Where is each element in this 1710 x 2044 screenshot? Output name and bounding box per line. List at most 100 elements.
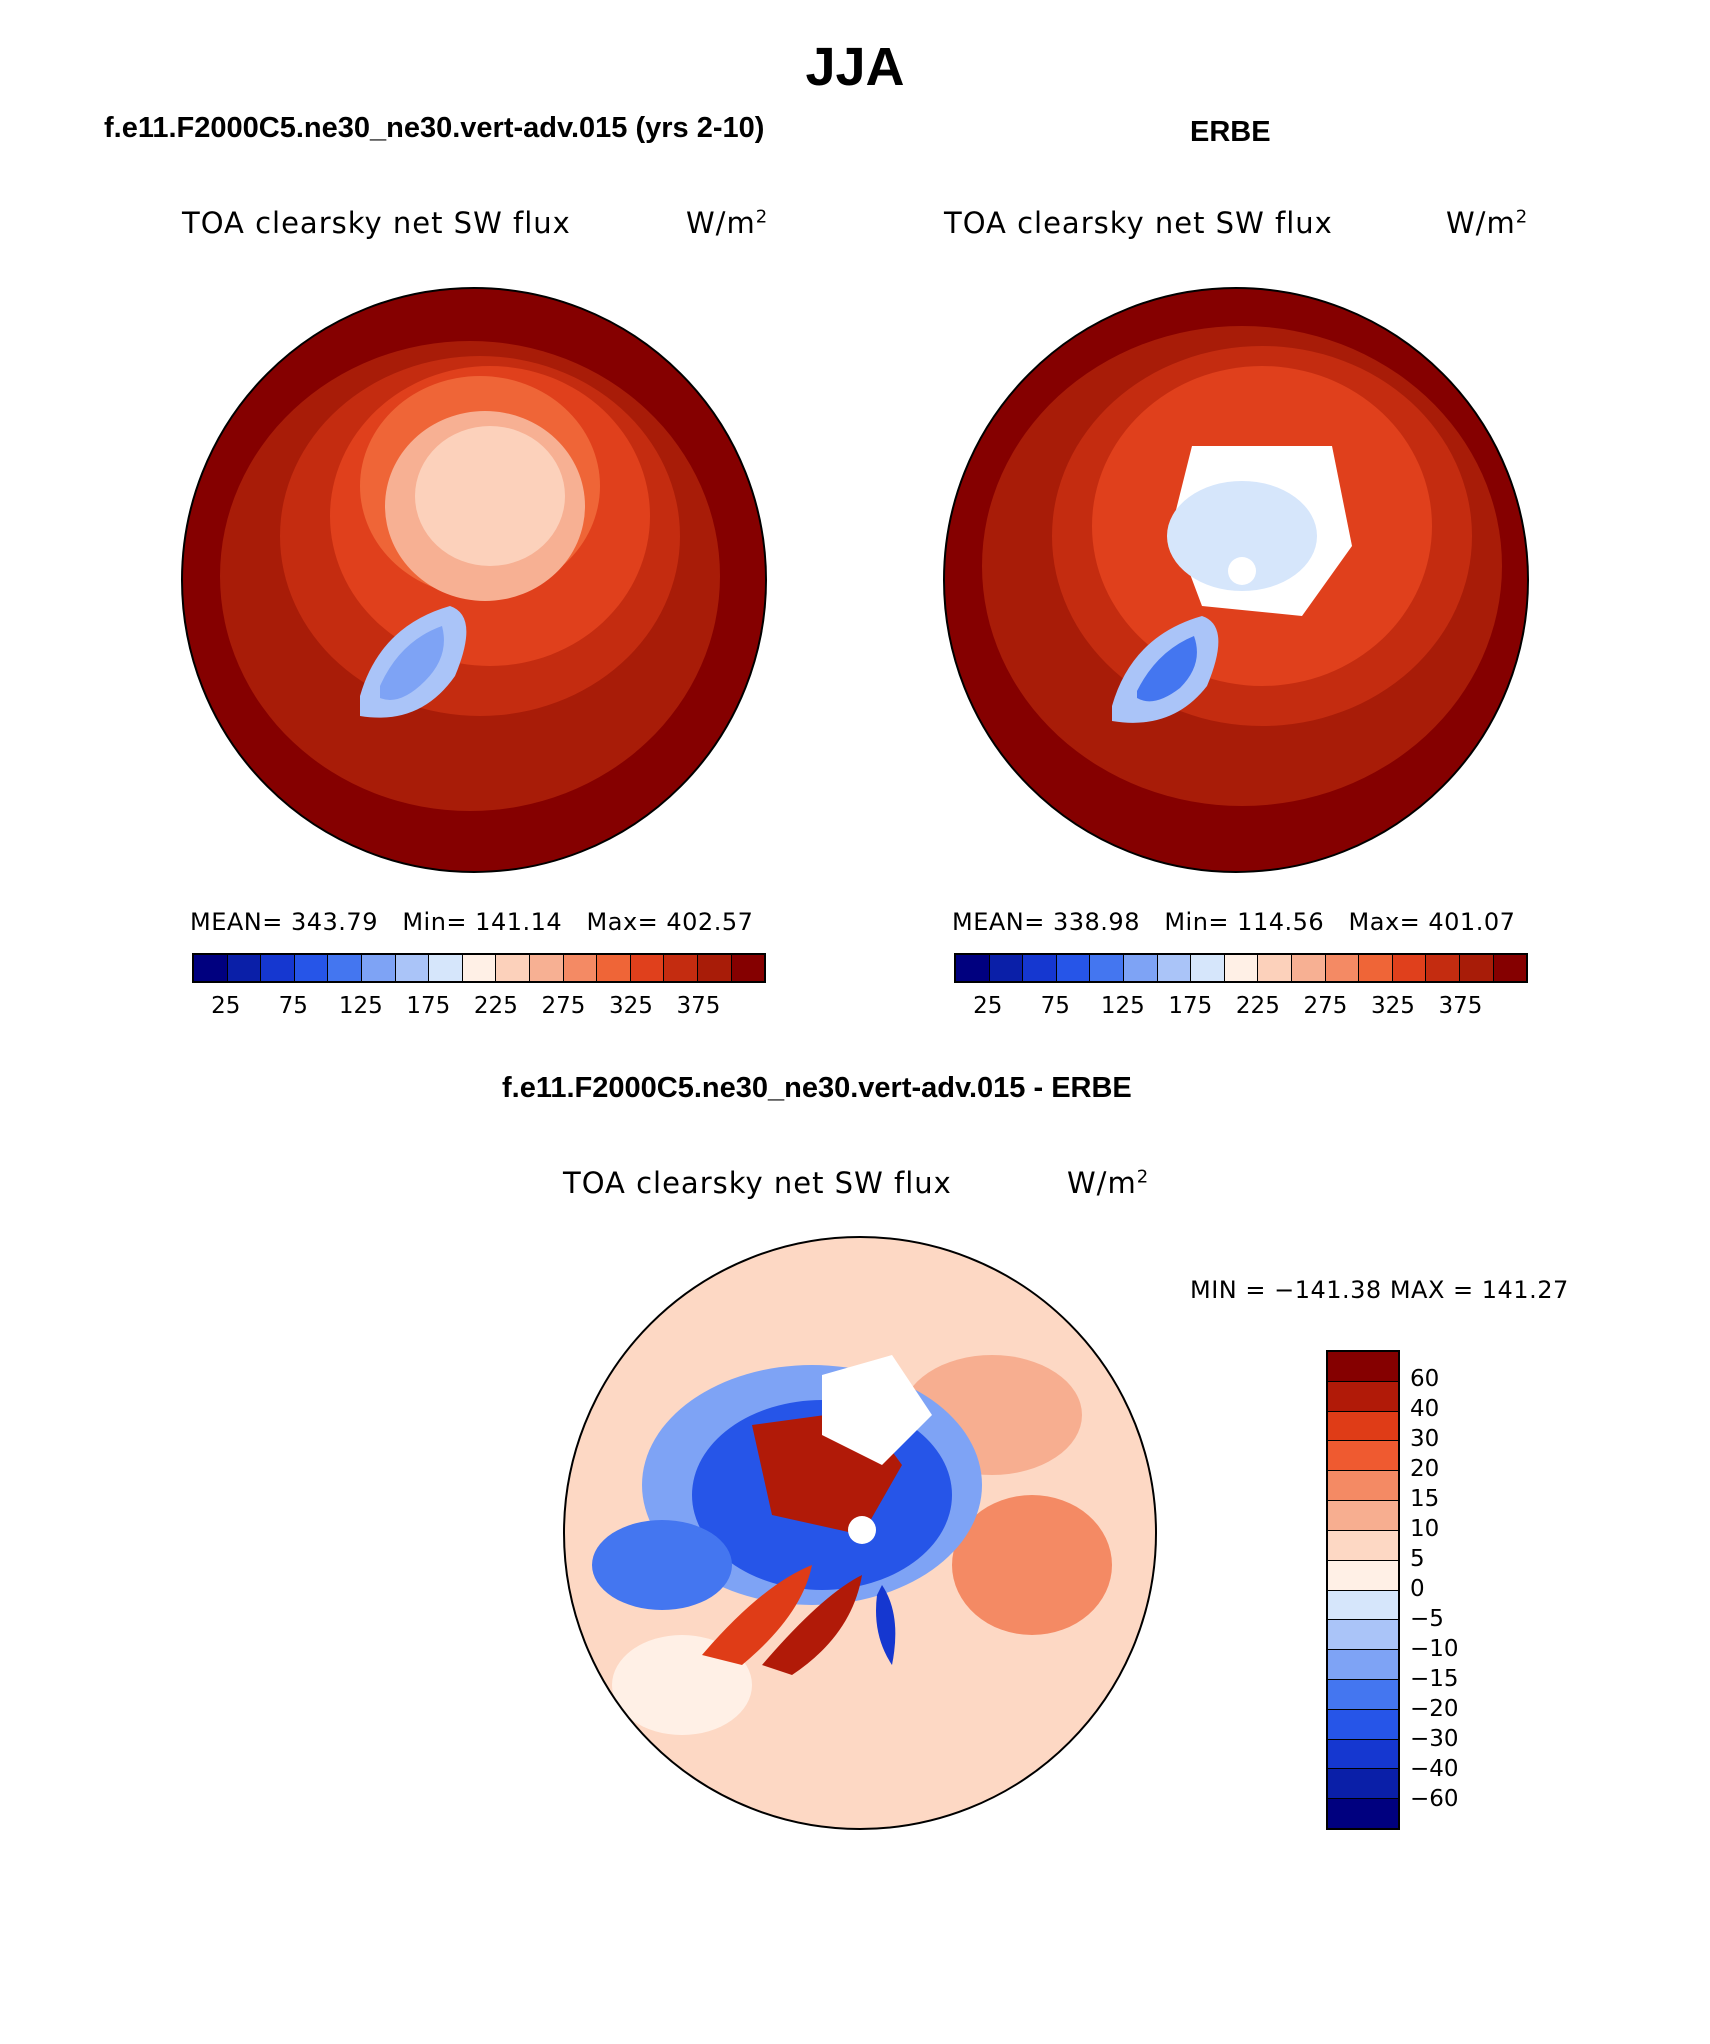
left-colorbar-swatch [294,955,329,981]
diff-colorbar-tick-label: 15 [1410,1486,1440,1512]
diff-colorbar-tick-label: −60 [1410,1786,1459,1812]
diff-colorbar-tick-label: 40 [1410,1396,1440,1422]
right-colorbar-swatch [1191,955,1225,981]
right-colorbar-tick-label: 175 [1168,993,1213,1019]
left-colorbar-swatch [630,955,665,981]
right-plot-title: TOA clearsky net SW flux [944,206,1333,240]
left-colorbar-swatch [563,955,598,981]
diff-colorbar [1326,1350,1400,1830]
right-colorbar-tick-label: 375 [1438,993,1483,1019]
diff-colorbar-swatch [1328,1560,1398,1591]
left-colorbar-tick-label: 125 [338,993,383,1019]
diff-colorbar-tick-label: 10 [1410,1516,1440,1542]
right-stats: MEAN= 338.98 Min= 114.56 Max= 401.07 [952,908,1516,936]
right-colorbar-tick-label: 75 [1040,993,1070,1019]
right-colorbar-swatch [1459,955,1494,981]
right-colorbar-swatch [1359,955,1393,981]
left-colorbar-swatch [395,955,430,981]
diff-colorbar-swatch [1328,1501,1398,1531]
right-colorbar-swatch [1493,955,1527,981]
diff-colorbar-tick-label: −40 [1410,1756,1459,1782]
right-colorbar-tick-label: 125 [1100,993,1145,1019]
right-colorbar-swatch [1426,955,1460,981]
diff-colorbar-swatch [1328,1381,1398,1412]
left-case-title: f.e11.F2000C5.ne30_ne30.vert-adv.015 (yr… [104,112,765,144]
diff-colorbar-tick-label: −15 [1410,1666,1459,1692]
right-colorbar-swatch [1224,955,1259,981]
diff-colorbar-swatch [1328,1679,1398,1710]
right-colorbar-swatch [1090,955,1124,981]
left-colorbar-swatch [462,955,497,981]
diff-polar-map [563,1236,1157,1830]
diff-colorbar-tick-label: 30 [1410,1426,1440,1452]
left-colorbar-swatch [328,955,362,981]
diff-colorbar-swatch [1328,1530,1398,1561]
right-colorbar-swatch [1392,955,1427,981]
diff-colorbar-swatch [1328,1471,1398,1502]
diff-colorbar-tick-label: −30 [1410,1726,1459,1752]
diff-colorbar-tick-label: −10 [1410,1636,1459,1662]
left-colorbar-swatch [731,955,765,981]
left-colorbar-tick-label: 275 [541,993,586,1019]
right-colorbar-swatch [1023,955,1057,981]
left-colorbar-swatch [496,955,530,981]
left-colorbar-swatch [597,955,631,981]
right-colorbar-swatch [989,955,1024,981]
right-colorbar [954,953,1528,983]
right-case-title: ERBE [1190,116,1271,148]
left-colorbar-tick-label: 25 [211,993,241,1019]
left-colorbar-tick-label: 175 [406,993,451,1019]
diff-colorbar-tick-label: 0 [1410,1576,1425,1602]
right-colorbar-swatch [1157,955,1192,981]
right-colorbar-swatch [1258,955,1292,981]
right-colorbar-swatch [1123,955,1158,981]
diff-colorbar-swatch [1328,1441,1398,1472]
diff-plot-title: TOA clearsky net SW flux [563,1166,952,1200]
diff-colorbar-swatch [1328,1352,1398,1382]
left-colorbar-tick-label: 375 [676,993,721,1019]
diff-colorbar-swatch [1328,1411,1398,1442]
right-colorbar-swatch [1056,955,1091,981]
diff-colorbar-swatch [1328,1739,1398,1770]
left-colorbar-swatch [261,955,295,981]
left-colorbar-swatch [194,955,228,981]
left-colorbar-tick-label: 225 [473,993,518,1019]
right-polar-map [943,287,1529,873]
left-colorbar-swatch [697,955,732,981]
right-colorbar-tick-label: 325 [1370,993,1415,1019]
diff-colorbar-tick-label: 60 [1410,1366,1440,1392]
left-colorbar-swatch [361,955,396,981]
left-polar-map [181,287,767,873]
diff-colorbar-tick-label: 5 [1410,1546,1425,1572]
diff-units: W/m2 [1067,1166,1150,1200]
diff-case-title: f.e11.F2000C5.ne30_ne30.vert-adv.015 - E… [502,1072,1132,1104]
right-colorbar-tick-label: 225 [1235,993,1280,1019]
left-colorbar-swatch [227,955,262,981]
right-colorbar-swatch [1291,955,1326,981]
left-colorbar-swatch [529,955,564,981]
diff-colorbar-swatch [1328,1650,1398,1680]
left-colorbar [192,953,766,983]
diff-minmax: MIN = −141.38 MAX = 141.27 [1190,1276,1569,1304]
left-colorbar-tick-label: 325 [608,993,653,1019]
diff-colorbar-swatch [1328,1799,1398,1828]
diff-colorbar-swatch [1328,1620,1398,1651]
left-colorbar-swatch [429,955,463,981]
figure-title: JJA [805,37,905,97]
diff-colorbar-swatch [1328,1769,1398,1800]
left-colorbar-tick-label: 75 [278,993,308,1019]
right-colorbar-swatch [956,955,990,981]
left-plot-title: TOA clearsky net SW flux [182,206,571,240]
right-colorbar-swatch [1325,955,1360,981]
diff-colorbar-tick-label: −5 [1410,1606,1444,1632]
right-colorbar-tick-label: 275 [1303,993,1348,1019]
diff-colorbar-tick-label: 20 [1410,1456,1440,1482]
right-colorbar-tick-label: 25 [973,993,1003,1019]
left-colorbar-swatch [664,955,698,981]
right-units: W/m2 [1446,206,1529,240]
left-stats: MEAN= 343.79 Min= 141.14 Max= 402.57 [190,908,754,936]
diff-colorbar-tick-label: −20 [1410,1696,1459,1722]
diff-colorbar-swatch [1328,1590,1398,1621]
diff-colorbar-swatch [1328,1709,1398,1740]
left-units: W/m2 [686,206,769,240]
